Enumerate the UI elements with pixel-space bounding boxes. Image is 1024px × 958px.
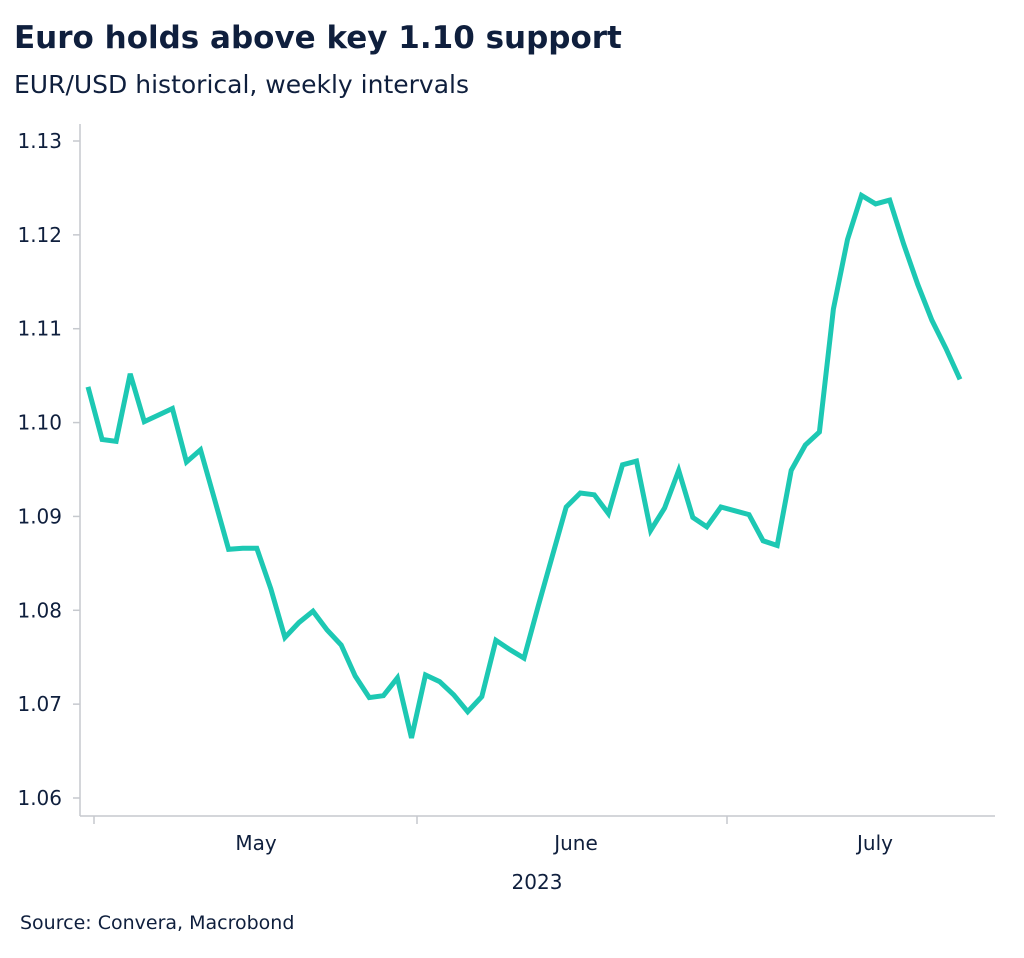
y-tick-label: 1.09 <box>17 504 62 528</box>
y-tick-label: 1.07 <box>17 692 62 716</box>
y-tick-label: 1.12 <box>17 223 62 247</box>
x-axis: May June July 2023 <box>80 815 995 894</box>
y-tick-label: 1.10 <box>17 411 62 435</box>
eurusd-series-line <box>85 191 963 739</box>
y-tick-label: 1.11 <box>17 317 62 341</box>
x-tick-label: May <box>235 831 277 855</box>
x-tick-label: June <box>552 831 598 855</box>
y-tick-label: 1.06 <box>17 786 62 810</box>
chart-subtitle: EUR/USD historical, weekly intervals <box>14 70 470 99</box>
y-axis: 1.06 1.07 1.08 1.09 1.10 1.11 1.12 1.13 <box>17 124 81 816</box>
x-tick-label: July <box>855 831 893 855</box>
series-layer <box>85 191 963 739</box>
y-tick-label: 1.08 <box>17 598 62 622</box>
x-axis-year-label: 2023 <box>512 870 563 894</box>
chart-title: Euro holds above key 1.10 support <box>14 20 622 56</box>
source-note: Source: Convera, Macrobond <box>20 912 295 934</box>
y-tick-label: 1.13 <box>17 129 62 153</box>
